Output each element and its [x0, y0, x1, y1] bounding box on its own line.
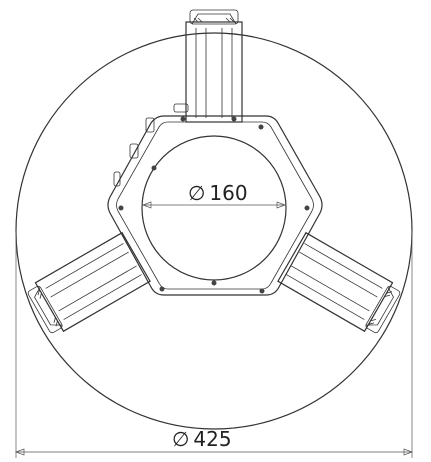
outer-envelope-circle	[15, 32, 413, 430]
svg-text:∅425: ∅ 425	[172, 427, 232, 451]
arm-lower-right	[27, 231, 151, 334]
inner-diameter-dimension: ∅ 160	[142, 181, 286, 209]
outer-diameter-dimension: ∅ 425	[15, 231, 413, 458]
inner-diameter-value: 160	[209, 181, 247, 205]
outer-diameter-value: 425	[193, 427, 231, 451]
hexagon-body	[107, 115, 323, 296]
arm-lower-left	[277, 231, 401, 334]
arm-top	[185, 9, 243, 123]
outer-diameter-symbol: ∅	[172, 427, 189, 451]
inner-bore-circle	[141, 135, 287, 281]
svg-text:∅160: ∅ 160	[188, 181, 248, 205]
inner-diameter-symbol: ∅	[188, 181, 205, 205]
spring-coil-top	[193, 17, 235, 23]
bolts	[118, 116, 310, 294]
